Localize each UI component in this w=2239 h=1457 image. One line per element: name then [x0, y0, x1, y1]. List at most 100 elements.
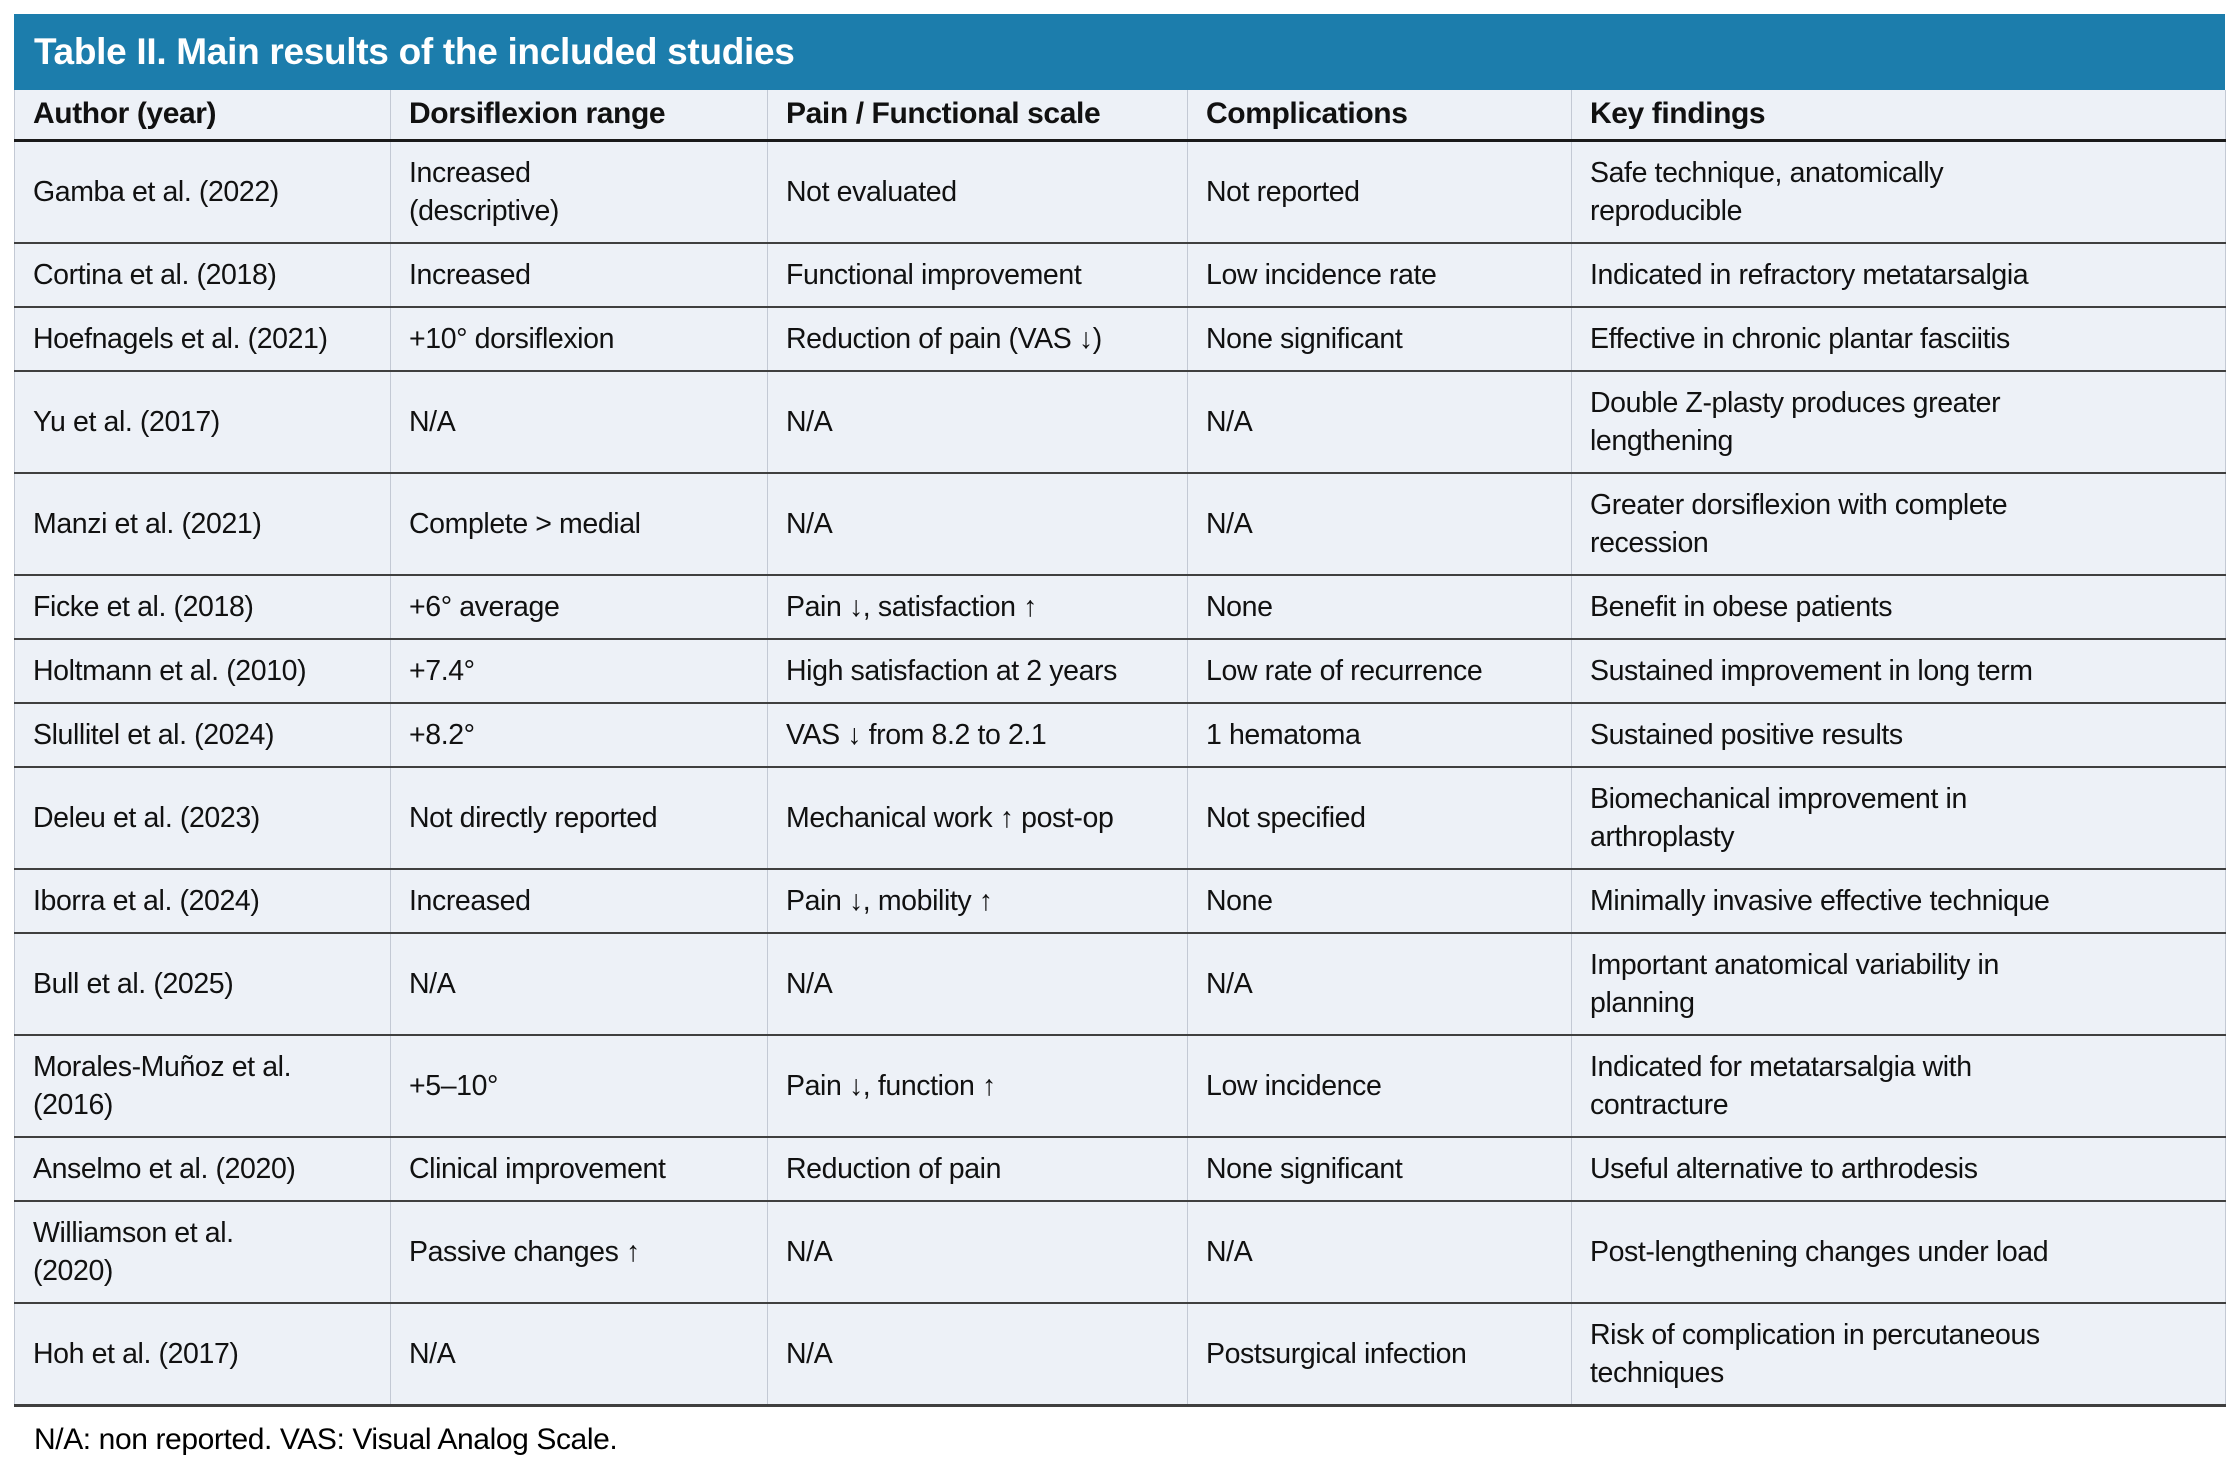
table-row: Yu et al. (2017) N/A N/A N/A Double Z-plasty… — [14, 370, 2226, 474]
table-row: Ficke et al. (2018) +6° average Pain ↓, sa… — [14, 574, 2226, 640]
author-cell: Yu et al. (2017) — [14, 370, 391, 474]
dorsiflexion-cell: +6° average — [390, 574, 768, 640]
table-row: Anselmo et al. (2020) Clinical improvemen… — [14, 1136, 2226, 1202]
author-cell: Manzi et al. (2021) — [14, 472, 391, 576]
table-row: Hoefnagels et al. (2021) +10° dorsiflexio… — [14, 306, 2226, 372]
results-table: Table II. Main results of the included s… — [14, 14, 2226, 1457]
column-header: Dorsiflexion range — [390, 90, 768, 142]
author-cell: Hoh et al. (2017) — [33, 1337, 239, 1370]
author-cell: Deleu et al. (2023) — [14, 766, 391, 870]
table-row: Iborra et al. (2024) Increased Pain ↓, mob… — [14, 868, 2226, 934]
table-row: Cortina et al. (2018) Increased Functional… — [14, 242, 2226, 308]
complications-cell: Low incidence rate — [1187, 242, 1572, 308]
dorsiflexion-cell: +8.2° — [390, 702, 768, 768]
table-row: Manzi et al. (2021) Complete > medial N/A N… — [14, 472, 2226, 576]
complications-cell: N/A — [1187, 932, 1572, 1036]
column-header: Complications — [1187, 90, 1572, 142]
pain-scale-cell: N/A — [767, 1302, 1188, 1405]
key-findings-cell: Benefit in obese patients — [1571, 574, 2226, 640]
table-row: Holtmann et al. (2010) +7.4° High satisfac… — [14, 638, 2226, 704]
dorsiflexion-cell: N/A — [390, 932, 768, 1036]
pain-scale-cell: VAS ↓ from 8.2 to 2.1 — [767, 702, 1188, 768]
pain-scale-cell: Mechanical work ↑ post-op — [767, 766, 1188, 870]
complications-cell: Low incidence — [1187, 1034, 1572, 1138]
table-row: Gamba et al. (2022) Increased (descriptiv… — [14, 140, 2226, 244]
dorsiflexion-cell: Increased — [390, 868, 768, 934]
author-cell: Morales-Muñoz et al. (2016) — [14, 1034, 391, 1138]
table-row: Morales-Muñoz et al. (2016) +5–10° Pain ↓,… — [14, 1034, 2226, 1138]
pain-scale-cell: Pain ↓, mobility ↑ — [767, 868, 1188, 934]
pain-scale-cell: Not evaluated — [767, 140, 1188, 244]
complications-cell: None — [1187, 574, 1572, 640]
complications-cell: Not specified — [1187, 766, 1572, 870]
key-findings-cell: Minimally invasive effective technique — [1571, 868, 2226, 934]
key-findings-cell: Indicated for metatarsalgia with contrac… — [1571, 1034, 2226, 1138]
pain-scale-cell: N/A — [767, 370, 1188, 474]
column-header: Pain / Functional scale — [767, 90, 1188, 142]
key-findings-cell: Double Z-plasty produces greater lengthe… — [1571, 370, 2226, 474]
table-row: Williamson et al. (2020) Passive changes … — [14, 1200, 2226, 1304]
complications-cell: N/A — [1187, 472, 1572, 576]
complications-cell: Postsurgical infection — [1187, 1302, 1572, 1405]
dorsiflexion-cell: N/A — [390, 1302, 768, 1405]
pain-scale-cell: Functional improvement — [767, 242, 1188, 308]
table-row: Slullitel et al. (2024) +8.2° VAS ↓ from 8… — [14, 702, 2226, 768]
complications-cell: None — [1187, 868, 1572, 934]
key-findings-cell: Risk of complication in percutaneous tec… — [1571, 1302, 2226, 1405]
dorsiflexion-cell: Complete > medial — [390, 472, 768, 576]
dorsiflexion-cell: Not directly reported — [390, 766, 768, 870]
table-row: Hoh et al. (2017) N/A N/A Postsurgical infe… — [15, 1302, 2226, 1405]
complications-cell: 1 hematoma — [1187, 702, 1572, 768]
author-cell: Anselmo et al. (2020) — [14, 1136, 391, 1202]
pain-scale-cell: Pain ↓, function ↑ — [767, 1034, 1188, 1138]
complications-cell: None significant — [1187, 306, 1572, 372]
author-cell: Ficke et al. (2018) — [14, 574, 391, 640]
dorsiflexion-cell: Increased (descriptive) — [390, 140, 768, 244]
key-findings-cell: Post-lengthening changes under load — [1571, 1200, 2226, 1304]
author-cell: Gamba et al. (2022) — [14, 140, 391, 244]
pain-scale-cell: N/A — [767, 932, 1188, 1036]
studies-table: Author (year) Dorsiflexion range Pain / Fu… — [14, 90, 2226, 1407]
column-header: Author (year) — [14, 90, 391, 142]
key-findings-cell: Biomechanical improvement in arthroplast… — [1571, 766, 2226, 870]
pain-scale-cell: N/A — [767, 472, 1188, 576]
header-row: Author (year) Dorsiflexion range Pain / Fu… — [14, 90, 2226, 142]
column-header: Key findings — [1571, 90, 2226, 142]
dorsiflexion-cell: Clinical improvement — [390, 1136, 768, 1202]
author-cell: Iborra et al. (2024) — [14, 868, 391, 934]
complications-cell: N/A — [1187, 370, 1572, 474]
complications-cell: None significant — [1187, 1136, 1572, 1202]
pain-scale-cell: N/A — [767, 1200, 1188, 1304]
key-findings-cell: Sustained positive results — [1571, 702, 2226, 768]
author-cell: Bull et al. (2025) — [14, 932, 391, 1036]
complications-cell: Not reported — [1187, 140, 1572, 244]
table-body: Gamba et al. (2022) Increased (descriptiv… — [14, 140, 2226, 1405]
pain-scale-cell: Reduction of pain (VAS ↓) — [767, 306, 1188, 372]
complications-cell: Low rate of recurrence — [1187, 638, 1572, 704]
author-cell: Williamson et al. (2020) — [14, 1200, 391, 1304]
table-footnote: N/A: non reported. VAS: Visual Analog Sc… — [34, 1422, 618, 1456]
key-findings-cell: Sustained improvement in long term — [1571, 638, 2226, 704]
key-findings-cell: Useful alternative to arthrodesis — [1571, 1136, 2226, 1202]
table-row: Bull et al. (2025) N/A N/A N/A Important ana… — [14, 932, 2226, 1036]
pain-scale-cell: Reduction of pain — [767, 1136, 1188, 1202]
dorsiflexion-cell: +7.4° — [390, 638, 768, 704]
pain-scale-cell: High satisfaction at 2 years — [767, 638, 1188, 704]
author-cell: Slullitel et al. (2024) — [14, 702, 391, 768]
key-findings-cell: Indicated in refractory metatarsalgia — [1571, 242, 2226, 308]
table-title: Table II. Main results of the included s… — [14, 14, 2225, 90]
key-findings-cell: Effective in chronic plantar fasciitis — [1571, 306, 2226, 372]
pain-scale-cell: Pain ↓, satisfaction ↑ — [767, 574, 1188, 640]
author-cell: Cortina et al. (2018) — [14, 242, 391, 308]
complications-cell: N/A — [1187, 1200, 1572, 1304]
dorsiflexion-cell: +10° dorsiflexion — [390, 306, 768, 372]
dorsiflexion-cell: Passive changes ↑ — [390, 1200, 768, 1304]
dorsiflexion-cell: N/A — [390, 370, 768, 474]
table-row: Deleu et al. (2023) Not directly reported… — [14, 766, 2226, 870]
dorsiflexion-cell: Increased — [390, 242, 768, 308]
key-findings-cell: Greater dorsiflexion with complete reces… — [1571, 472, 2226, 576]
author-cell: Holtmann et al. (2010) — [14, 638, 391, 704]
key-findings-cell: Safe technique, anatomically reproducibl… — [1571, 140, 2226, 244]
author-cell: Hoefnagels et al. (2021) — [14, 306, 391, 372]
dorsiflexion-cell: +5–10° — [390, 1034, 768, 1138]
